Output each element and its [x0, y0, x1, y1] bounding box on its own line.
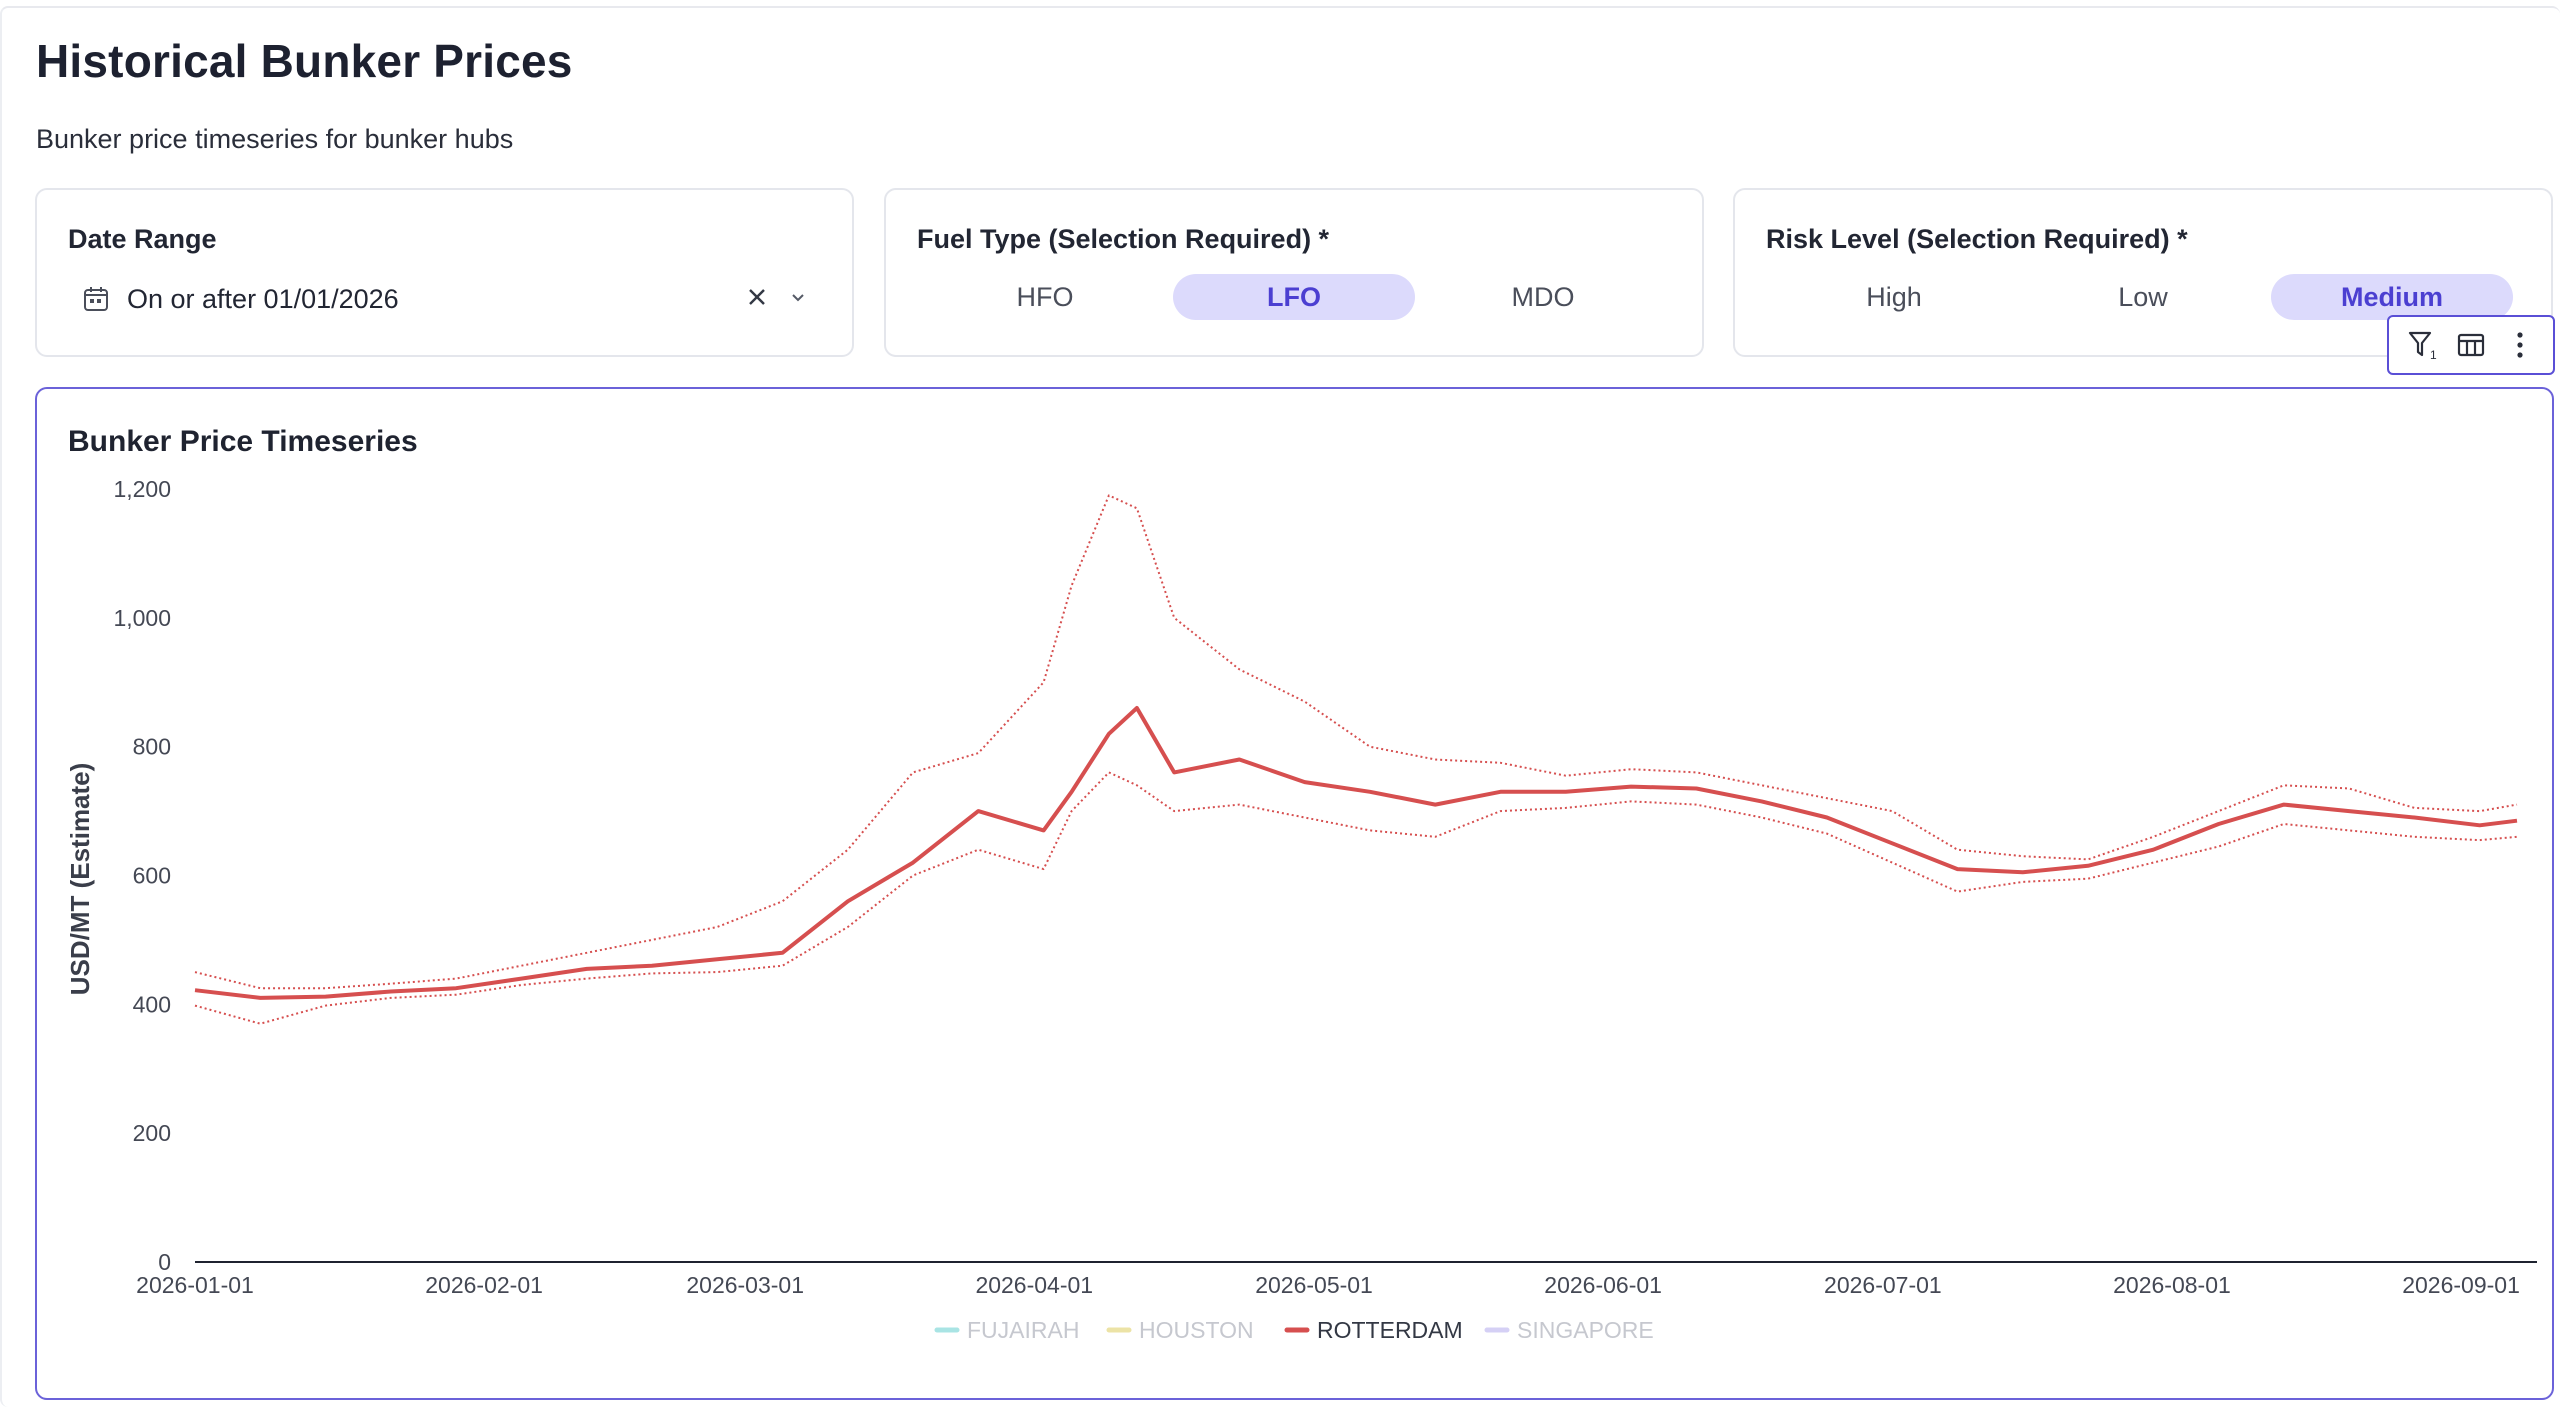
legend-label: FUJAIRAH	[967, 1317, 1079, 1343]
page-subtitle: Bunker price timeseries for bunker hubs	[36, 124, 514, 154]
chart-toolbar: 1	[2387, 315, 2555, 375]
fuel-type-filter: Fuel Type (Selection Required) * HFO LFO…	[884, 188, 1704, 357]
x-tick-label: 2026-08-01	[2113, 1272, 2231, 1298]
fuel-option-hfo[interactable]: HFO	[1016, 281, 1074, 312]
legend-item-fujairah[interactable]: FUJAIRAH	[934, 1317, 1079, 1343]
chart-panel: Bunker Price Timeseries 0 200 400 600 800 1,0…	[35, 387, 2554, 1400]
legend-label: SINGAPORE	[1517, 1317, 1654, 1343]
page-title: Historical Bunker Prices	[36, 35, 573, 87]
filter-count-badge: 1	[2430, 348, 2437, 362]
series-line-rotterdam[interactable]	[194, 706, 2518, 1000]
date-range-value: On or after 01/01/2026	[127, 283, 399, 314]
table-icon[interactable]	[2451, 325, 2491, 365]
more-vertical-icon[interactable]	[2500, 325, 2540, 365]
risk-option-low[interactable]: Low	[2118, 281, 2168, 312]
chart-legend: FUJAIRAH HOUSTON ROTTERDAM SINGAPORE	[934, 1317, 1654, 1343]
y-axis-label: USD/MT (Estimate)	[65, 763, 95, 996]
y-tick-label: 400	[133, 991, 171, 1017]
x-tick-label: 2026-04-01	[975, 1272, 1093, 1298]
chart-title: Bunker Price Timeseries	[68, 425, 418, 458]
close-icon[interactable]	[746, 283, 768, 315]
legend-item-rotterdam[interactable]: ROTTERDAM	[1284, 1317, 1463, 1343]
y-tick-label: 1,000	[113, 605, 171, 631]
legend-item-singapore[interactable]: SINGAPORE	[1484, 1317, 1654, 1343]
series-band-rotterdam[interactable]	[194, 771, 2518, 1025]
x-tick-label: 2026-07-01	[1824, 1272, 1942, 1298]
y-axis: 0 200 400 600 800 1,000 1,200	[113, 476, 171, 1275]
risk-level-segmented-control: High Low Medium	[1773, 274, 2513, 320]
y-tick-label: 800	[133, 734, 171, 760]
calendar-icon	[83, 286, 109, 312]
fuel-type-label: Fuel Type (Selection Required) *	[917, 224, 1330, 254]
y-tick-label: 200	[133, 1120, 171, 1146]
x-tick-label: 2026-06-01	[1544, 1272, 1662, 1298]
y-tick-label: 0	[158, 1249, 171, 1275]
risk-option-high[interactable]: High	[1866, 281, 1922, 312]
chevron-down-icon[interactable]	[790, 288, 806, 311]
y-tick-label: 1,200	[113, 476, 171, 502]
y-tick-label: 600	[133, 863, 171, 889]
x-tick-label: 2026-09-01	[2402, 1272, 2520, 1298]
risk-level-label: Risk Level (Selection Required) *	[1766, 224, 2188, 254]
legend-item-houston[interactable]: HOUSTON	[1106, 1317, 1254, 1343]
fuel-option-lfo[interactable]: LFO	[1173, 274, 1415, 320]
date-range-input[interactable]: On or after 01/01/2026	[83, 278, 806, 320]
series-lines	[194, 494, 2518, 1025]
x-tick-label: 2026-03-01	[686, 1272, 804, 1298]
x-tick-label: 2026-02-01	[425, 1272, 543, 1298]
risk-option-medium[interactable]: Medium	[2271, 274, 2513, 320]
x-tick-label: 2026-05-01	[1255, 1272, 1373, 1298]
x-tick-label: 2026-01-01	[136, 1272, 254, 1298]
legend-label: HOUSTON	[1139, 1317, 1254, 1343]
x-axis: 2026-01-01 2026-02-01 2026-03-01 2026-04-01…	[136, 1261, 2537, 1298]
date-range-filter: Date Range On or after 01/01/2026	[35, 188, 854, 357]
filter-icon[interactable]: 1	[2402, 325, 2442, 365]
legend-label: ROTTERDAM	[1317, 1317, 1463, 1343]
date-range-label: Date Range	[68, 224, 217, 254]
fuel-option-mdo[interactable]: MDO	[1511, 281, 1575, 312]
series-band-rotterdam[interactable]	[194, 494, 2518, 990]
fuel-type-segmented-control: HFO LFO MDO	[924, 274, 1664, 320]
page-frame	[0, 6, 2560, 1407]
